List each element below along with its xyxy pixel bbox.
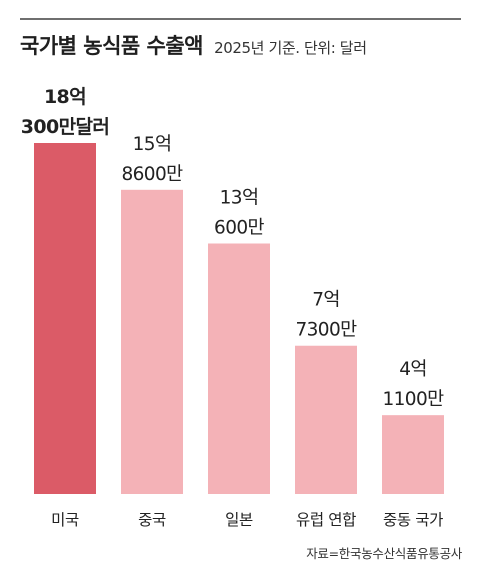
data-label-1-1: 8600만 <box>121 164 183 185</box>
top-rule <box>20 18 461 20</box>
category-label-1: 중국 <box>138 511 166 529</box>
data-label-1-0: 15억 <box>133 134 172 155</box>
chart-header: 국가별 농식품 수출액 2025년 기준. 단위: 달러 <box>20 30 367 60</box>
bar-3 <box>295 345 357 494</box>
bar-0 <box>34 143 96 494</box>
category-label-0: 미국 <box>51 511 79 529</box>
category-label-3: 유럽 연합 <box>296 511 356 529</box>
chart-title: 국가별 농식품 수출액 <box>20 34 204 58</box>
source-note: 자료=한국농수산식품유통공사 <box>306 546 462 561</box>
data-label-2-0: 13억 <box>220 188 259 209</box>
bar-2 <box>208 243 270 494</box>
category-label-2: 일본 <box>225 511 253 529</box>
data-label-0-1: 300만달러 <box>21 116 110 138</box>
data-label-3-1: 7300만 <box>295 320 357 341</box>
chart-subtitle: 2025년 기준. 단위: 달러 <box>214 39 367 57</box>
data-label-0-0: 18억 <box>44 86 86 108</box>
category-label-4: 중동 국가 <box>383 511 443 529</box>
data-label-3-0: 7억 <box>312 290 340 311</box>
data-label-4-0: 4억 <box>399 359 427 380</box>
data-label-4-1: 1100만 <box>382 389 444 410</box>
bar-4 <box>382 415 444 494</box>
data-label-2-1: 600만 <box>214 218 265 239</box>
bar-1 <box>121 189 183 495</box>
